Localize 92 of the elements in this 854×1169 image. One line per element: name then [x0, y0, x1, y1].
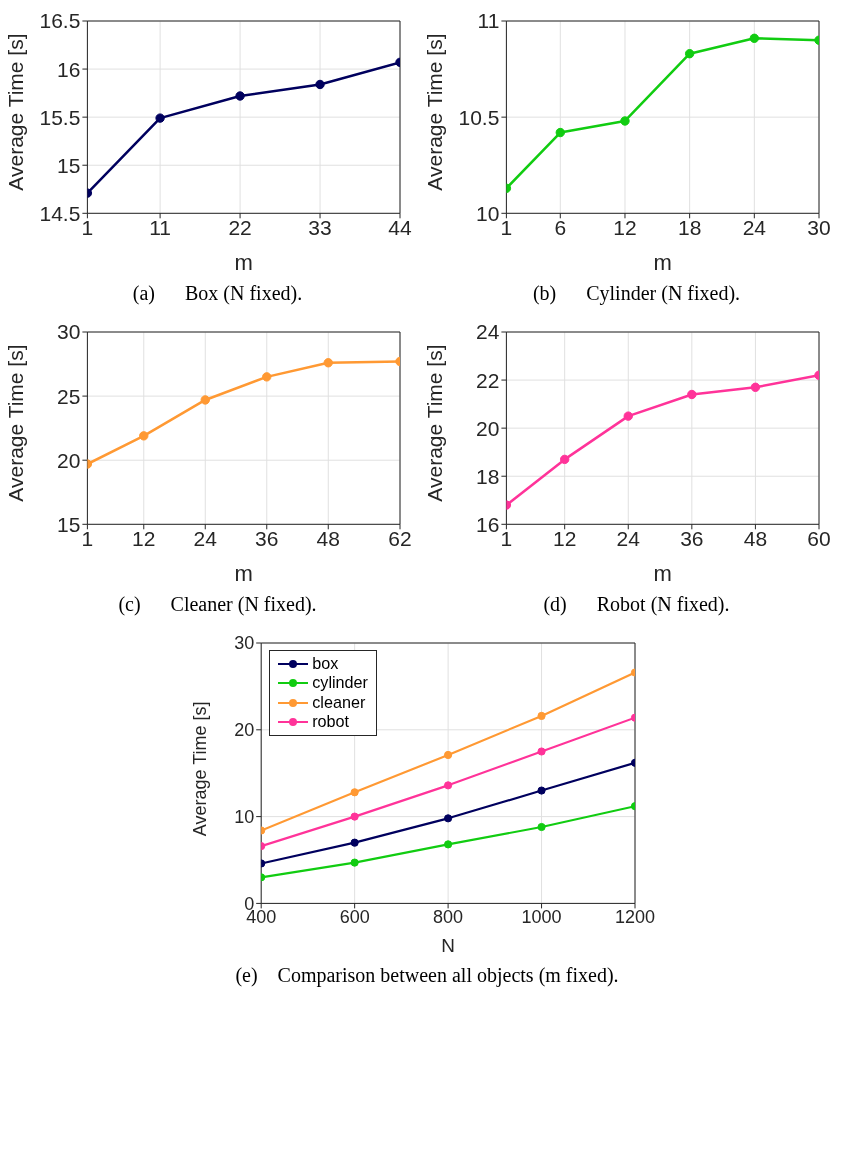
text: (d) Robot (N fixed).	[542, 592, 731, 616]
x-tick-label: 48	[316, 527, 340, 551]
point	[350, 812, 359, 821]
y-tick-label: 18	[476, 464, 500, 488]
x-axis-title: m	[653, 250, 672, 275]
text: (a) Box (N fixed).	[131, 281, 304, 305]
y-tick-label: 22	[476, 368, 500, 392]
x-tick-label: 44	[388, 216, 412, 240]
x-tick-label: 24	[742, 216, 767, 240]
point	[537, 786, 546, 795]
x-tick-label: 36	[680, 527, 704, 551]
point	[684, 48, 695, 59]
x-tick-label: 24	[616, 527, 641, 551]
point	[537, 822, 546, 832]
text: (c) Cleaner (N fixed).	[117, 592, 318, 616]
y-axis-title: Average Time [s]	[190, 701, 211, 837]
y-tick-label: 15	[57, 153, 81, 177]
y-tick-label: 20	[476, 416, 500, 440]
point	[537, 711, 546, 721]
point	[139, 431, 149, 441]
y-axis-title: Average Time [s]	[4, 344, 28, 502]
y-axis-title: Average Time [s]	[423, 344, 447, 502]
y-tick-label: 15	[57, 512, 81, 536]
x-tick-label: 11	[149, 216, 171, 240]
y-tick-label: 30	[57, 320, 81, 344]
y-tick-label: 11	[477, 9, 500, 33]
x-axis-title: m	[234, 250, 253, 275]
x-tick-label: 600	[339, 907, 370, 928]
x-tick-label: 1000	[521, 907, 562, 928]
y-tick-label: 10	[234, 806, 255, 827]
y-tick-label: 16	[57, 57, 81, 81]
y-tick-label: 24	[476, 320, 500, 344]
point	[350, 858, 359, 867]
point	[687, 389, 697, 400]
x-tick-label: 12	[553, 527, 577, 551]
point	[350, 788, 359, 797]
x-tick-label: 1	[81, 527, 94, 551]
y-tick-label: 10.5	[458, 105, 500, 129]
y-tick-label: 20	[234, 720, 255, 741]
legend-label: cleaner	[312, 692, 366, 713]
point	[315, 79, 325, 90]
y-tick-label: 14.5	[39, 201, 81, 225]
point	[444, 840, 453, 849]
point	[623, 411, 633, 421]
x-tick-label: 30	[807, 216, 831, 240]
point	[262, 372, 272, 382]
x-tick-label: 18	[677, 216, 702, 240]
x-tick-label: 33	[308, 216, 332, 240]
x-tick-label: 36	[255, 527, 279, 551]
x-tick-label: 800	[433, 907, 464, 928]
text: (e) Comparison between all objects (m fixed).	[234, 963, 620, 987]
point	[750, 382, 761, 392]
point	[444, 814, 453, 823]
point	[559, 454, 570, 465]
text: (b) Cylinder (N fixed).	[531, 281, 742, 305]
x-tick-label: 12	[132, 527, 156, 551]
x-axis-title: N	[441, 935, 455, 956]
y-tick-label: 16	[476, 512, 500, 536]
x-axis-title: m	[653, 561, 672, 586]
x-tick-label: 1	[500, 216, 513, 240]
point	[749, 33, 760, 44]
point	[444, 781, 453, 790]
legend-label: cylinder	[312, 673, 368, 693]
point	[537, 747, 546, 756]
y-tick-label: 25	[57, 384, 81, 408]
y-tick-label: 15.5	[39, 105, 81, 129]
x-axis-title: m	[234, 561, 253, 586]
y-tick-label: 30	[234, 633, 255, 654]
legend-label: box	[312, 654, 339, 674]
point	[444, 750, 453, 760]
y-tick-label: 16.5	[39, 9, 81, 33]
y-axis-title: Average Time [s]	[4, 33, 28, 191]
point	[155, 113, 165, 123]
x-tick-label: 12	[613, 216, 637, 240]
point	[555, 127, 565, 138]
legend-label: robot	[312, 712, 350, 732]
point	[620, 116, 630, 126]
point	[200, 395, 210, 405]
point	[350, 838, 359, 847]
x-tick-label: 60	[807, 527, 831, 551]
point	[323, 358, 333, 368]
y-axis-title: Average Time [s]	[423, 33, 447, 191]
y-tick-label: 20	[57, 448, 81, 472]
x-tick-label: 6	[554, 216, 567, 240]
y-tick-label: 10	[476, 201, 500, 225]
x-tick-label: 1	[81, 216, 94, 240]
x-tick-label: 48	[743, 527, 768, 551]
x-tick-label: 1200	[614, 907, 656, 928]
x-tick-label: 24	[193, 527, 218, 551]
x-tick-label: 62	[388, 527, 412, 551]
x-tick-label: 1	[500, 527, 513, 551]
point	[235, 91, 245, 101]
